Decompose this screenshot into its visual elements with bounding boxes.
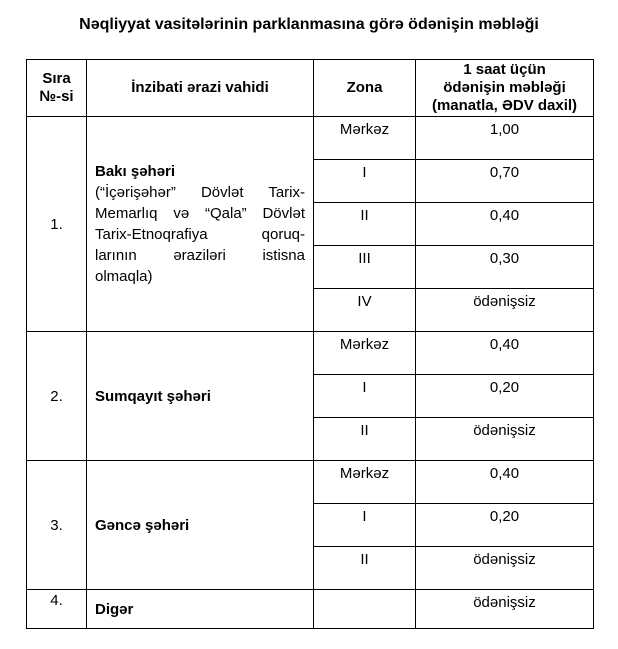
fee-cell: 0,70 (415, 159, 594, 203)
fee-cell: ödənişsiz (415, 288, 594, 332)
unit-note-line: (“İçərişəhər” Dövlət Tarix- (95, 184, 305, 201)
unit-name: Bakı şəhəri (95, 163, 176, 180)
table-row: II ödənişsiz (27, 546, 594, 590)
fee-cell: 0,20 (415, 503, 594, 547)
header-cell-no: Sıra №-si (26, 59, 87, 117)
table-row: II ödənişsiz (27, 417, 594, 461)
unit-name: Sumqayıt şəhəri (95, 387, 211, 405)
table-row: 4. Digər ödənişsiz (26, 589, 594, 629)
zone-cell: I (313, 503, 416, 547)
fee-cell: ödənişsiz (415, 546, 594, 590)
unit-note-line: olmaqla) (95, 268, 153, 285)
unit-name: Gəncə şəhəri (95, 516, 190, 534)
zone-cell: II (313, 417, 416, 461)
page-title: Nəqliyyat vasitələrinin parklanmasına gö… (79, 16, 539, 33)
fee-cell: 0,40 (415, 460, 594, 504)
unit-cell: Sumqayıt şəhəri (86, 331, 314, 461)
unit-note-line: larının əraziləri istisna (95, 247, 305, 264)
table-row: I 0,20 (27, 503, 594, 547)
zone-cell: II (313, 202, 416, 246)
table-row: 1. Bakı şəhəri (“İçərişəhər” Dövlət Tarix-… (26, 116, 594, 332)
table-row: IV ödənişsiz (27, 288, 594, 332)
zone-cell: III (313, 245, 416, 289)
table-row: I 0,70 (27, 159, 594, 203)
table-row: II 0,40 (27, 202, 594, 246)
unit-note-line: Memarlıq və “Qala” Dövlət (95, 205, 305, 222)
zone-cell: Mərkəz (313, 116, 416, 160)
zone-cell: I (313, 374, 416, 418)
row-no-cell: 3. (26, 460, 87, 590)
row-no-cell: 4. (26, 589, 87, 629)
table-body: 1. Bakı şəhəri (“İçərişəhər” Dövlət Tarix-… (26, 116, 594, 629)
header-cell-unit: İnzibati ərazi vahidi (86, 59, 314, 117)
unit-cell: Digər (86, 589, 314, 629)
zone-cell: Mərkəz (313, 331, 416, 375)
unit-note-line: Tarix-Etnoqrafiya qoruq- (95, 226, 305, 243)
fee-cell: 0,40 (415, 331, 594, 375)
fee-cell: ödənişsiz (415, 417, 594, 461)
unit-name: Digər (95, 600, 134, 618)
fee-cell: 0,30 (415, 245, 594, 289)
parking-fee-table: Sıra №-si İnzibati ərazi vahidi Zona 1 s… (26, 59, 594, 629)
header-row: Sıra №-si İnzibati ərazi vahidi Zona 1 s… (26, 59, 594, 117)
table-row: III 0,30 (27, 245, 594, 289)
table-row: 2. Sumqayıt şəhəri Mərkəz 0,40 (26, 331, 594, 461)
header-cell-fee: 1 saat üçün ödənişin məbləği (manatla, Ə… (415, 59, 594, 117)
unit-note: (“İçərişəhər” Dövlət Tarix- Memarlıq və “… (95, 182, 305, 287)
zone-cell (313, 589, 416, 629)
zone-cell: Mərkəz (313, 460, 416, 504)
fee-cell: 0,20 (415, 374, 594, 418)
fee-cell: 1,00 (415, 116, 594, 160)
row-no-cell: 1. (26, 116, 87, 332)
zone-cell: I (313, 159, 416, 203)
unit-cell: Bakı şəhəri (“İçərişəhər” Dövlət Tarix- Me… (86, 116, 314, 332)
header-cell-zone: Zona (313, 59, 416, 117)
fee-cell: ödənişsiz (415, 589, 594, 629)
table-row: 3. Gəncə şəhəri Mərkəz 0,40 (26, 460, 594, 590)
fee-cell: 0,40 (415, 202, 594, 246)
unit-cell: Gəncə şəhəri (86, 460, 314, 590)
zone-cell: II (313, 546, 416, 590)
row-no-cell: 2. (26, 331, 87, 461)
zone-cell: IV (313, 288, 416, 332)
